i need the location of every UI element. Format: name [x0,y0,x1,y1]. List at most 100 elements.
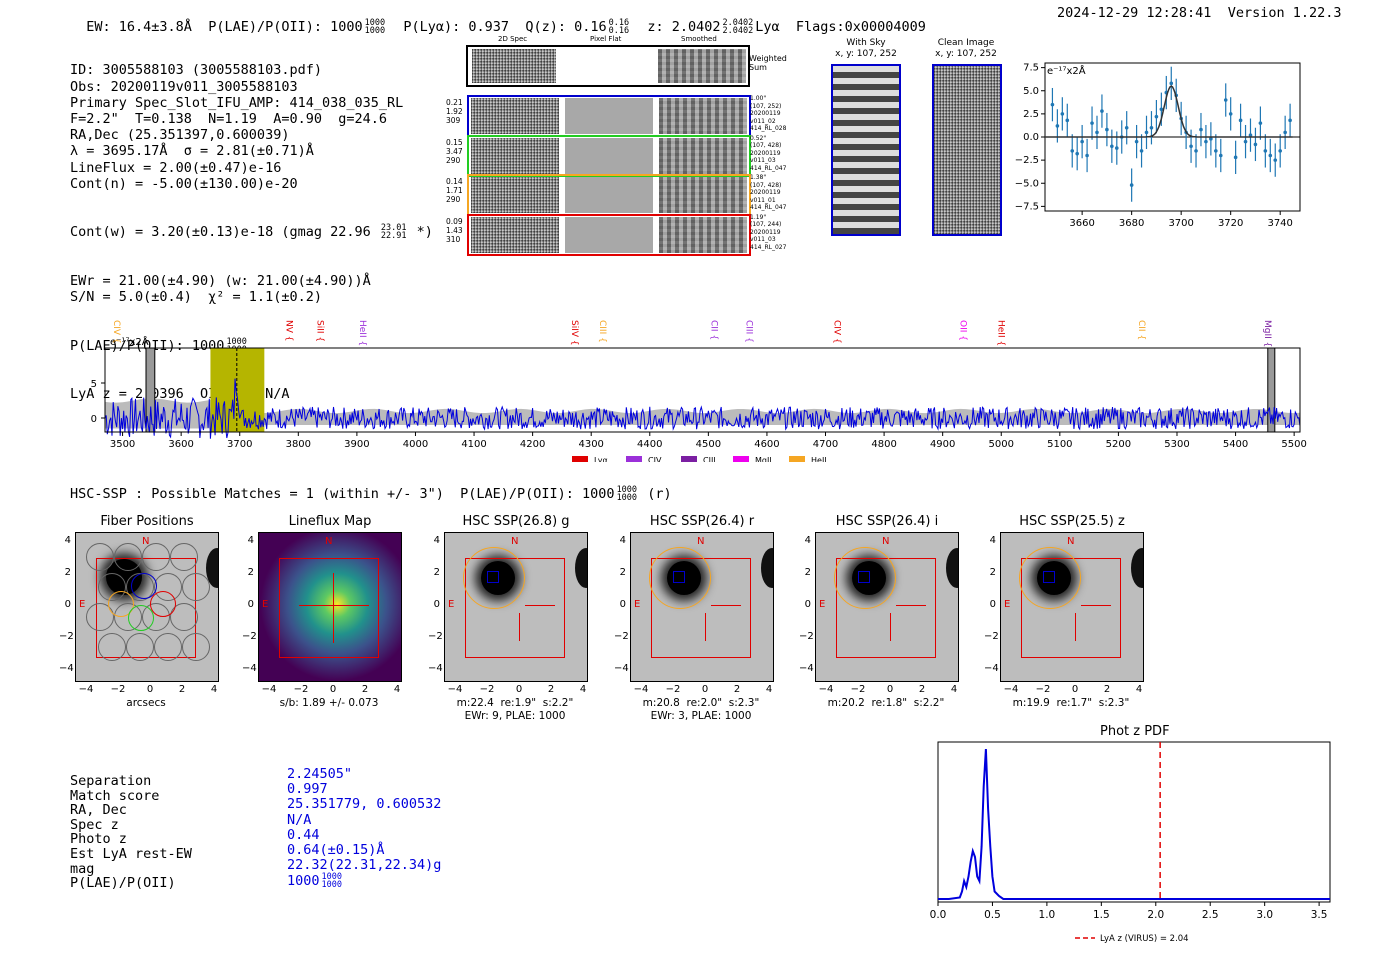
zoom-ytick-label: 0.0 [1023,132,1039,143]
info-line: S/N = 5.0(±0.4) χ² = 1.1(±0.2) [70,289,322,306]
cutout-ytick: −4 [799,663,814,674]
fullspec-xtick-label: 3600 [168,439,193,450]
zoom-ytick-label: −2.5 [1015,155,1039,166]
spec-row [467,134,751,177]
zoom-point [1110,144,1114,149]
spec-row [467,95,751,137]
fullspec-emission-label: CIV { [111,320,121,344]
cutout-xtick: 0 [701,684,709,695]
fullspec-legend-label: CIV [648,456,662,462]
zoom-point [1139,149,1144,153]
photz-xtick-label: 2.5 [1202,909,1219,921]
fullspec-legend-swatch [733,456,749,462]
zoom-point [1253,142,1258,147]
zoom-point [1144,130,1149,135]
cutout-ytick: 4 [433,535,440,546]
fullspec-xtick-label: 4800 [871,439,896,450]
zoom-xtick-label: 3680 [1119,218,1144,229]
zoom-xtick-label: 3740 [1267,218,1292,229]
fullspec-legend-swatch [681,456,697,462]
info-line: EWr = 21.00(±4.90) (w: 21.00(±4.90))Å [70,273,371,290]
zoom-point [1209,137,1213,141]
match-label: mag [70,860,95,877]
cutout-xtick: 2 [918,684,926,695]
cutout-ytick: 2 [433,567,440,578]
detection-info: ID: 3005588103 (3005588103.pdf) Obs: 2020… [70,30,433,419]
cutout-title: HSC SSP(26.8) g [462,514,570,529]
spec-row-stats: 0.15 3.47 290 [446,137,463,165]
cutout-xtick: 2 [733,684,741,695]
cutout-xtick: 2 [178,684,186,695]
match-label: RA, Dec [70,802,127,819]
plae-header-range: 1000 1000 [364,18,386,36]
fullspec-xtick-label: 4600 [754,439,779,450]
cutout-xtick: 4 [765,684,773,695]
spec-row-stats: 0.09 1.43 310 [446,216,463,244]
zoom-point [1283,130,1287,135]
col-header-smoothed: Smoothed [681,35,717,43]
zoom-point [1194,149,1198,153]
cutout-ytick: 4 [247,535,254,546]
cutout-title: HSC SSP(26.4) r [649,514,755,529]
fullspec-xtick-label: 4200 [520,439,545,450]
cutout-title: HSC SSP(25.5) z [1019,514,1125,529]
north-label: N [325,536,333,547]
cutout-xtick: −4 [818,684,834,695]
cutout-ytick: 0 [804,599,811,610]
fullspec-xtick-label: 3800 [286,439,311,450]
east-label: E [819,599,826,610]
fullspec-xtick-label: 5000 [989,439,1014,450]
cutout-xtick: −4 [447,684,463,695]
cutout-ytick: −4 [428,663,443,674]
cutout-ytick: 4 [804,535,811,546]
fullspec-frame [104,347,1301,433]
east-label: E [79,599,86,610]
info-line: λ = 3695.17Å σ = 2.81(±0.71)Å [70,143,314,160]
fullspec-xtick-label: 5200 [1106,439,1131,450]
cutout-ytick: 2 [804,567,811,578]
fullspec-xtick-label: 4400 [637,439,662,450]
line-zoom-plot: −7.5 −5.0 −2.5 0.0 2.5 5.0 7.5 3660 3680 3700 3720… [1015,62,1301,229]
fullspec-xtick-label: 3500 [110,439,135,450]
cutout-ytick: 0 [64,599,71,610]
zoom-ytick-label: 2.5 [1023,109,1039,120]
zoom-point [1159,107,1164,112]
with-sky-image [831,64,901,236]
zoom-point [1238,118,1243,123]
contw-line: Cont(w) = 3.20(±0.13)e-18 (gmag 22.96 23… [70,223,433,242]
cutout-title: Fiber Positions [100,514,194,529]
fullspec-legend-label: CIII [703,456,716,462]
cutout-footer: m:20.8 re:2.0" s:2.3" EWr: 3, PLAE: 1000 [642,697,760,722]
cutout-xtick: −4 [78,684,94,695]
clean-image [932,64,1002,236]
match-label: Est LyA rest-EW [70,845,192,862]
fullspec-xtick-label: 4700 [813,439,838,450]
match-label: Photo z [70,831,127,848]
photz-xtick-label: 1.5 [1093,909,1110,921]
zoom-point [1214,149,1218,153]
zoom-ytick-label: −7.5 [1015,201,1039,212]
east-label: E [634,599,641,610]
cutout-ytick: −4 [242,663,257,674]
east-label: E [262,599,269,610]
zoom-point [1100,109,1104,113]
cutout-title: HSC SSP(26.4) i [835,514,939,529]
cutout-ytick: −2 [984,631,999,642]
cutout-ytick: 4 [989,535,996,546]
info-line: ID: 3005588103 (3005588103.pdf) [70,62,322,79]
cutout-xtick: 4 [950,684,958,695]
fullspec-legend-swatch [626,456,642,462]
fullspec-emission-label: CII { [1136,320,1146,340]
north-label: N [882,536,890,547]
weighted-sum-panel [466,45,750,87]
zoom-point [1189,144,1193,149]
spec-row-fiber: 1.00" (107, 252) 20200119 v011_02 414_RL_028 [750,95,787,132]
timestamp: 2024-12-29 12:28:41 Version 1.22.3 [1057,5,1342,21]
hsc-heading: HSC-SSP : Possible Matches = 1 (within +… [70,485,672,503]
cutout-xtick: 2 [1103,684,1111,695]
fullspec-xtick-label: 5500 [1281,439,1306,450]
fullspec-emission-label: SiII { [315,320,325,342]
with-sky-title: With Sky x, y: 107, 252 [835,38,897,59]
